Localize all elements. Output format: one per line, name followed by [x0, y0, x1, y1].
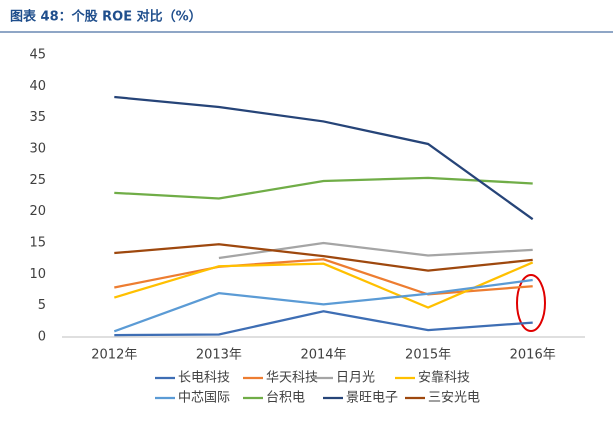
- series-line: [114, 243, 533, 272]
- y-tick-label: 45: [29, 48, 46, 63]
- y-tick-label: 0: [38, 330, 46, 345]
- x-tick-label: 2012年: [91, 348, 137, 363]
- y-tick-label: 25: [29, 173, 46, 188]
- y-tick-label: 15: [29, 236, 46, 251]
- y-tick-label: 20: [29, 204, 46, 219]
- x-tick-label: 2013年: [196, 348, 242, 363]
- y-tick-label: 10: [29, 267, 46, 282]
- legend-label: 台积电: [266, 391, 305, 406]
- y-tick-label: 40: [29, 79, 46, 94]
- x-tick-label: 2015年: [405, 348, 451, 363]
- legend-label: 安靠科技: [418, 371, 470, 386]
- series-line: [114, 176, 533, 200]
- x-tick-label: 2014年: [300, 348, 346, 363]
- y-tick-label: 30: [29, 142, 46, 157]
- chart-title: 图表 48：个股 ROE 对比（%）: [10, 9, 202, 25]
- legend-label: 长电科技: [178, 371, 230, 386]
- highlight-ellipse: [516, 274, 546, 332]
- series-line: [114, 310, 533, 337]
- legend-label: 中芯国际: [178, 391, 230, 406]
- y-tick-label: 5: [38, 298, 46, 313]
- series-line: [113, 278, 533, 333]
- legend-label: 景旺电子: [346, 391, 398, 406]
- series-line: [113, 261, 534, 309]
- y-tick-label: 35: [29, 110, 46, 125]
- legend-label: 华天科技: [266, 371, 318, 386]
- x-tick-label: 2016年: [510, 348, 556, 363]
- series-line: [114, 95, 534, 221]
- legend-label: 日月光: [336, 371, 375, 386]
- legend-label: 三安光电: [428, 391, 480, 406]
